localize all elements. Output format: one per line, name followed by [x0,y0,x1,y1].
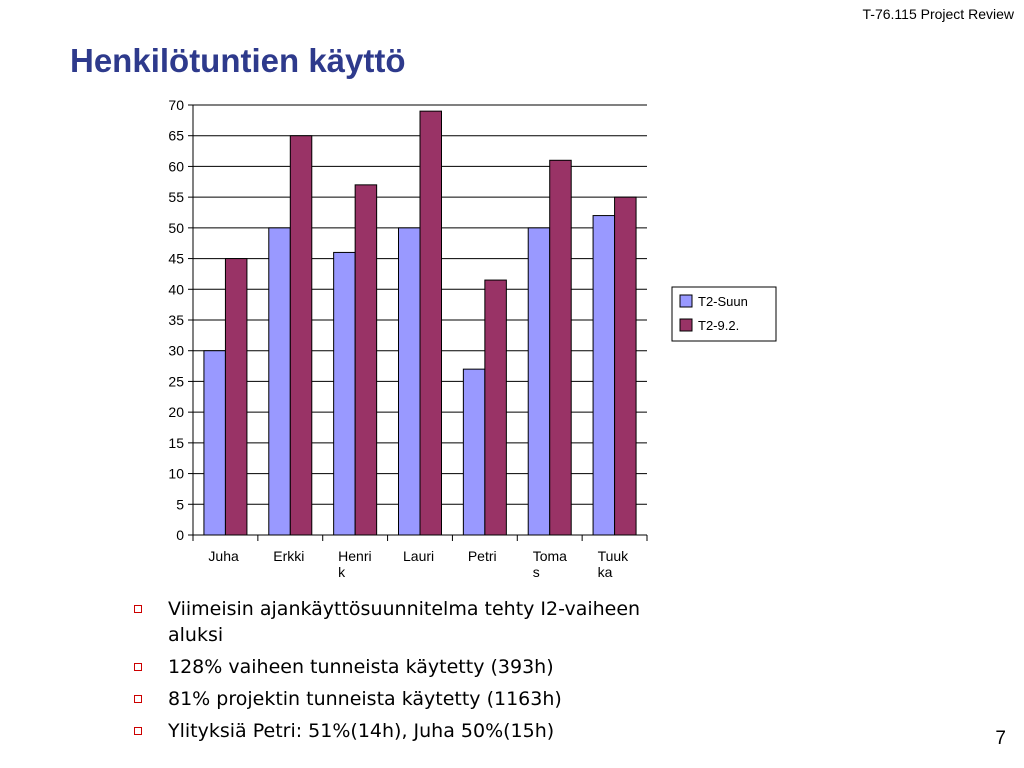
bar [592,215,616,536]
bar [224,258,248,536]
legend-swatch [679,318,693,332]
bar [527,227,551,536]
y-tick-label: 15 [168,435,184,451]
square-bullet-icon [134,727,142,735]
bullet-text: Ylityksiä Petri: 51%(14h), Juha 50%(15h) [168,720,555,742]
y-tick-label: 45 [168,251,184,267]
legend-label: T2-Suun [698,294,748,309]
square-bullet-icon [134,605,142,613]
y-tick-label: 60 [168,158,184,174]
bar [354,184,378,536]
x-tick-label: s [533,564,540,580]
x-tick-label: Lauri [403,548,434,564]
y-tick-label: 30 [168,343,184,359]
y-tick-label: 5 [176,496,184,512]
page-number: 7 [995,728,1006,749]
y-tick-label: 25 [168,373,184,389]
x-tick-label: Henri [338,548,371,564]
y-tick-label: 50 [168,220,184,236]
bullet-item: Ylityksiä Petri: 51%(14h), Juha 50%(15h) [130,718,670,744]
y-tick-label: 70 [168,97,184,113]
legend-swatch [679,294,693,308]
x-tick-label: Petri [468,548,497,564]
x-tick-label: Toma [533,548,567,564]
bar [333,251,356,536]
x-tick-label: Juha [208,548,239,564]
bar [549,159,572,536]
y-tick-label: 55 [168,189,184,205]
legend-label: T2-9.2. [698,318,739,333]
bar [268,227,291,536]
bullet-text: 128% vaiheen tunneista käytetty (393h) [168,656,554,678]
bullet-list: Viimeisin ajankäyttösuunnitelma tehty I2… [130,596,670,750]
square-bullet-icon [134,663,142,671]
bar [289,135,313,536]
x-tick-label: ka [598,564,613,580]
y-tick-label: 0 [176,527,184,543]
bullet-item: 81% projektin tunneista käytetty (1163h) [130,686,670,712]
x-tick-label: Erkki [273,548,304,564]
y-tick-label: 10 [168,466,184,482]
bar [462,368,486,536]
bullet-text: 81% projektin tunneista käytetty (1163h) [168,688,562,710]
bar [614,196,637,536]
x-tick-label: Tuuk [598,548,630,564]
bar [203,350,226,536]
bullet-text: Viimeisin ajankäyttösuunnitelma tehty I2… [168,598,641,646]
bar [484,279,507,536]
y-tick-label: 35 [168,312,184,328]
bar [398,227,421,536]
y-tick-label: 65 [168,128,184,144]
square-bullet-icon [134,695,142,703]
bullet-item: Viimeisin ajankäyttösuunnitelma tehty I2… [130,596,670,648]
bar-chart: 0 5 10 15 20 25 30 35 40 45 50 55 60 65 70 Juha Erkki Hen… [168,97,777,580]
slide-title: Henkilötuntien käyttö [70,42,406,79]
y-tick-label: 40 [168,281,184,297]
chart-area: 0 5 10 15 20 25 30 35 40 45 50 55 60 65 70 Juha Erkki Hen… [168,97,777,580]
presentation-header-label: T-76.115 Project Review [862,6,1014,22]
y-tick-label: 20 [168,404,184,420]
x-tick-label: k [338,564,346,580]
bullet-item: 128% vaiheen tunneista käytetty (393h) [130,654,670,680]
bar [419,110,442,536]
